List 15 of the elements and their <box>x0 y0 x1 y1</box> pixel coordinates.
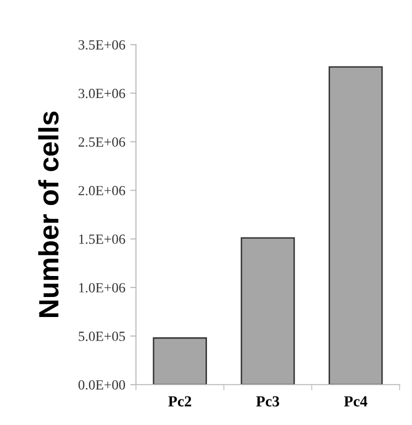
y-axis-title: Number of cells <box>38 112 59 317</box>
y-tick-label: 2.5E+06 <box>78 137 126 147</box>
bar <box>240 237 295 385</box>
y-tick-label: 5.0E+05 <box>78 332 125 342</box>
x-tick-label: Pc3 <box>256 396 280 406</box>
y-tick-label: 1.5E+06 <box>79 234 126 244</box>
bar <box>152 337 207 385</box>
bar <box>328 66 383 385</box>
x-tick-label: Pc2 <box>168 396 192 406</box>
y-tick-label: 3.0E+06 <box>78 88 126 98</box>
y-tick-label: 2.0E+06 <box>78 186 126 196</box>
y-tick-label: 1.0E+06 <box>79 283 126 292</box>
x-tick-label: Pc4 <box>344 396 368 406</box>
y-tick-label: 0.0E+00 <box>78 380 126 390</box>
y-tick-label: 3.5E+06 <box>78 40 126 50</box>
